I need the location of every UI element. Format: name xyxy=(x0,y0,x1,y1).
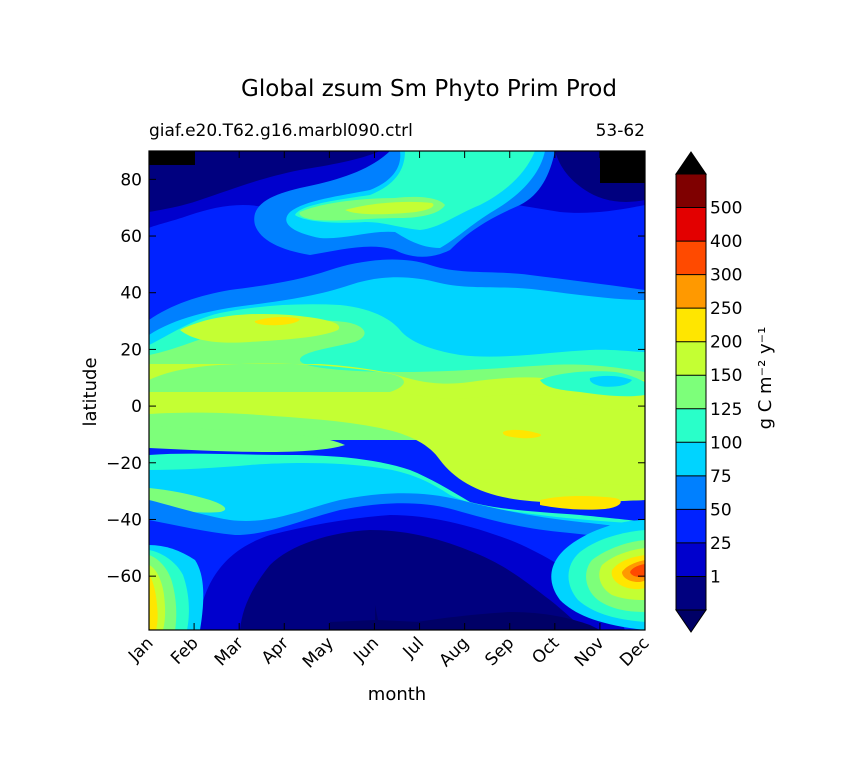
colorbar-tick-label: 500 xyxy=(710,199,742,219)
colorbar-tick-label: 250 xyxy=(710,299,742,319)
y-tick-label: −20 xyxy=(106,454,142,474)
colorbar-band xyxy=(676,509,706,543)
colorbar-tick-label: 125 xyxy=(710,400,742,420)
colorbar-tick-label: 75 xyxy=(710,467,732,487)
y-tick-label: 40 xyxy=(120,284,142,304)
contour-band-north-black-right xyxy=(600,151,645,183)
colorbar-frame xyxy=(675,173,707,611)
x-tick-label: Mar xyxy=(211,633,248,670)
chart-subtitle-case: giaf.e20.T62.g16.marbl090.ctrl xyxy=(149,121,413,141)
plot-frame xyxy=(148,150,646,631)
x-tick-label: Jul xyxy=(399,633,428,662)
x-tick-label: Jan xyxy=(124,633,157,666)
x-tick-label: Apr xyxy=(258,633,293,668)
y-axis: 80 60 40 20 0 −20 −40 −60 xyxy=(106,170,645,587)
y-tick-label: 0 xyxy=(131,397,142,417)
colorbar-band xyxy=(676,576,706,610)
x-tick-label: Nov xyxy=(571,633,609,671)
colorbar-tick-label: 400 xyxy=(710,232,742,252)
colorbar-band xyxy=(676,174,706,208)
contour-band-sh-east-200 xyxy=(460,469,645,501)
x-tick-label: May xyxy=(299,633,338,672)
y-tick-label: 20 xyxy=(120,340,142,360)
colorbar-tick-label: 25 xyxy=(710,534,732,554)
x-tick-label: Aug xyxy=(436,633,474,671)
x-tick-label: Jun xyxy=(349,633,383,667)
contour-band-ice-dark xyxy=(375,612,600,630)
colorbar-band xyxy=(676,341,706,376)
colorbar-band xyxy=(676,375,706,409)
colorbar-label: g C m⁻² y⁻¹ xyxy=(755,327,776,430)
colorbar-tick-label: 50 xyxy=(710,500,732,520)
chart-subtitle-years: 53-62 xyxy=(595,121,645,141)
contour-band-nh-subtropic-250 xyxy=(254,316,300,326)
colorbar-tick-label: 300 xyxy=(710,266,742,286)
colorbar-band xyxy=(676,207,706,242)
colorbar-tick-label: 150 xyxy=(710,366,742,386)
colorbar-band xyxy=(676,308,706,342)
contour-band-north-black-left xyxy=(149,151,195,165)
y-tick-label: 60 xyxy=(120,227,142,247)
x-tick-label: Sep xyxy=(481,633,518,670)
colorbar-extend-max xyxy=(675,151,707,175)
colorbar-band xyxy=(676,442,706,476)
contour-band-sh-east-250 xyxy=(540,495,621,510)
x-tick-label: Oct xyxy=(528,633,563,668)
contour-band-so-east-bloom-400 xyxy=(630,564,645,578)
colorbar-tick-label: 1 xyxy=(710,567,721,587)
contour-band-equator-west-150 xyxy=(149,425,345,452)
contour-band-so-1 xyxy=(240,530,585,630)
y-tick-label: −60 xyxy=(106,567,142,587)
colorbar-band xyxy=(676,274,706,309)
colorbar-band xyxy=(676,241,706,275)
x-tick-label: Dec xyxy=(616,633,653,670)
colorbar-band xyxy=(676,475,706,510)
colorbar-tick-label: 100 xyxy=(710,433,742,453)
contour-plot-area xyxy=(149,151,645,630)
contour-band-so-west-bloom-250 xyxy=(149,575,158,630)
contour-band-so-black xyxy=(330,605,420,630)
contour-band-nh-subtropic-200 xyxy=(180,313,340,343)
y-tick-label: 80 xyxy=(120,170,142,190)
colorbar-extend-min xyxy=(675,609,707,633)
x-axis-label: month xyxy=(368,684,426,705)
contour-band-equator-250-spot xyxy=(502,429,541,439)
y-tick-label: −40 xyxy=(106,510,142,530)
chart-title: Global zsum Sm Phyto Prim Prod xyxy=(241,76,617,102)
y-axis-label: latitude xyxy=(80,357,101,426)
contour-band-north-darkest xyxy=(149,151,380,212)
colorbar-tick-label: 200 xyxy=(710,333,742,353)
colorbar-band xyxy=(676,408,706,443)
contour-band-east-pacific-100 xyxy=(589,375,632,387)
colorbar-band xyxy=(676,542,706,577)
x-tick-label: Feb xyxy=(167,633,202,668)
contour-band-arctic-bloom-200 xyxy=(345,201,434,215)
